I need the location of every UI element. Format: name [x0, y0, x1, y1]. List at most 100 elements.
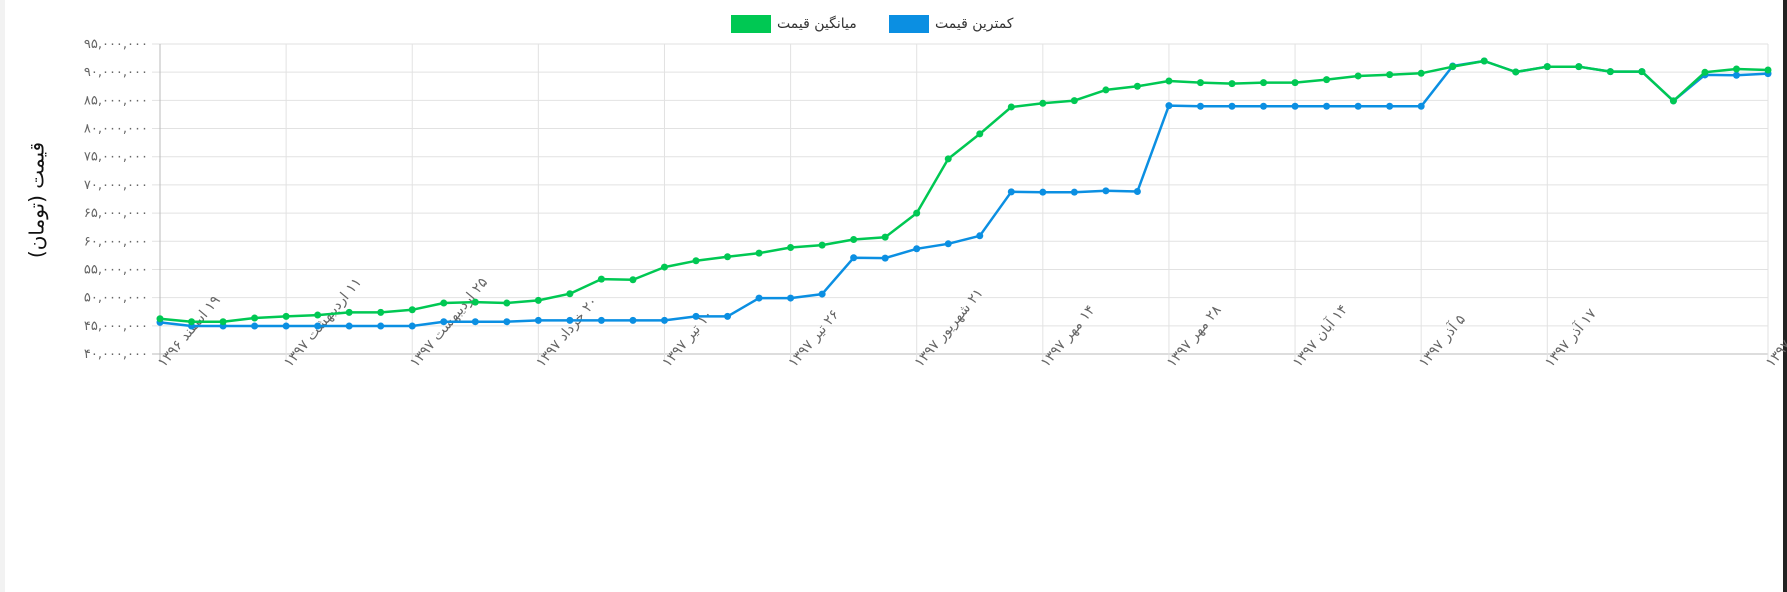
- y-tick-label: ۸۰,۰۰۰,۰۰۰: [84, 122, 148, 137]
- y-tick-label: ۵۵,۰۰۰,۰۰۰: [84, 262, 148, 277]
- data-point: [1102, 86, 1110, 94]
- data-point: [1543, 63, 1551, 71]
- data-point: [408, 306, 416, 314]
- data-point: [377, 308, 385, 316]
- data-point: [1701, 68, 1709, 76]
- data-point: [1354, 72, 1362, 80]
- y-tick-label: ۷۰,۰۰۰,۰۰۰: [84, 178, 148, 193]
- data-point: [597, 275, 605, 283]
- data-point: [534, 296, 542, 304]
- data-point: [1039, 99, 1047, 107]
- data-point: [345, 322, 353, 330]
- data-point: [1228, 102, 1236, 110]
- data-point: [1512, 68, 1520, 76]
- data-point: [1228, 80, 1236, 88]
- data-point: [1732, 65, 1740, 73]
- data-point: [1291, 102, 1299, 110]
- legend-item-average[interactable]: میانگین قیمت: [731, 15, 857, 33]
- data-point: [1386, 102, 1394, 110]
- x-tick-label: ۱۹ اسفند ۱۳۹۶: [155, 293, 224, 371]
- x-tick-label: ۱۷ آذر ۱۳۹۷: [1541, 305, 1600, 371]
- data-point: [1732, 71, 1740, 79]
- legend: میانگین قیمت کمترین قیمت: [731, 15, 1014, 33]
- data-point: [566, 290, 574, 298]
- data-point: [629, 276, 637, 284]
- y-axis-ticks: ۴۰,۰۰۰,۰۰۰ ۴۵,۰۰۰,۰۰۰ ۵۰,۰۰۰,۰۰۰ ۵۵,۰۰۰,۰۰۰…: [84, 37, 148, 362]
- data-point: [629, 316, 637, 324]
- data-point: [503, 299, 511, 307]
- data-point: [944, 155, 952, 163]
- data-point: [1575, 63, 1583, 71]
- series-line: [159, 59, 1769, 323]
- data-point: [913, 245, 921, 253]
- data-point: [1133, 82, 1141, 90]
- x-tick-label: ۲۸ مهر ۱۳۹۷: [1164, 302, 1225, 371]
- data-point: [1323, 76, 1331, 84]
- left-border: [0, 0, 5, 592]
- x-tick-label: ۱۱ بهمن ۱۳۹۷: [1763, 297, 1787, 371]
- data-point: [850, 254, 858, 262]
- data-point: [724, 253, 732, 261]
- data-point: [724, 312, 732, 320]
- data-point: [1417, 102, 1425, 110]
- y-axis-label: قیمت (تومان): [25, 142, 49, 258]
- data-point: [1196, 102, 1204, 110]
- data-point: [251, 314, 259, 322]
- data-point: [1070, 97, 1078, 105]
- data-point: [881, 233, 889, 241]
- data-point: [944, 240, 952, 248]
- y-tick-label: ۷۵,۰۰۰,۰۰۰: [84, 150, 148, 165]
- y-tick-label: ۶۰,۰۰۰,۰۰۰: [84, 234, 148, 249]
- data-point: [503, 318, 511, 326]
- data-point: [251, 322, 259, 330]
- legend-label-average: میانگین قیمت: [777, 15, 857, 32]
- data-point: [1606, 68, 1614, 76]
- data-point: [440, 318, 448, 326]
- data-point: [440, 299, 448, 307]
- y-tick-label: ۵۰,۰۰۰,۰۰۰: [84, 291, 148, 306]
- data-point: [1260, 79, 1268, 87]
- x-tick-label: ۵ آذر ۱۳۹۷: [1415, 311, 1469, 370]
- x-tick-label: ۱۱ اردیبهشت ۱۳۹۷: [281, 275, 365, 371]
- data-point: [976, 232, 984, 240]
- legend-item-minimum[interactable]: کمترین قیمت: [889, 15, 1014, 33]
- y-tick-label: ۹۵,۰۰۰,۰۰۰: [84, 37, 148, 52]
- data-point: [1764, 66, 1772, 74]
- y-tick-label: ۴۰,۰۰۰,۰۰۰: [84, 347, 148, 362]
- data-point: [660, 263, 668, 271]
- data-point: [566, 316, 574, 324]
- x-tick-label: ۱۴ مهر ۱۳۹۷: [1038, 302, 1099, 370]
- data-point: [1386, 71, 1394, 79]
- x-tick-label: ۲۶ تیر ۱۳۹۷: [785, 307, 842, 371]
- data-point: [787, 294, 795, 302]
- data-point: [1260, 102, 1268, 110]
- data-point: [282, 322, 290, 330]
- data-point: [1323, 102, 1331, 110]
- data-point: [1354, 102, 1362, 110]
- data-point: [1165, 102, 1173, 110]
- data-point: [818, 241, 826, 249]
- data-point: [314, 322, 322, 330]
- data-point: [1449, 63, 1457, 71]
- data-point: [1165, 77, 1173, 85]
- data-point: [597, 316, 605, 324]
- data-point: [1007, 188, 1015, 196]
- data-point: [1669, 97, 1677, 105]
- data-point: [692, 312, 700, 320]
- data-point: [881, 254, 889, 262]
- legend-swatch-average: [731, 15, 771, 33]
- data-point: [219, 318, 227, 326]
- data-point: [282, 312, 290, 320]
- right-border: [1783, 0, 1787, 592]
- data-point: [534, 316, 542, 324]
- legend-swatch-minimum: [889, 15, 929, 33]
- series-lines: [156, 57, 1772, 330]
- x-tick-label: ۲۰ خرداد ۱۳۹۷: [533, 294, 601, 371]
- data-point: [818, 290, 826, 298]
- data-point: [1039, 188, 1047, 196]
- data-point: [156, 315, 164, 323]
- data-point: [1480, 57, 1488, 65]
- data-point: [660, 316, 668, 324]
- data-point: [1291, 79, 1299, 87]
